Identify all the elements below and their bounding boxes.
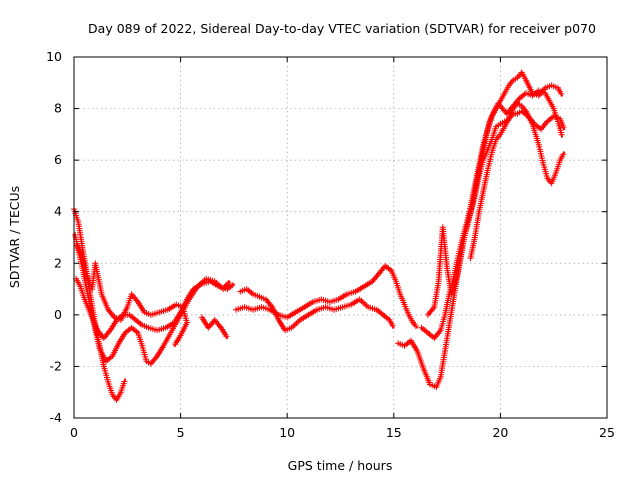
y-tick-label: 0: [54, 307, 62, 322]
x-tick-label: 10: [279, 425, 295, 440]
x-tick-label: 20: [492, 425, 508, 440]
plus-markers: [424, 87, 565, 318]
series-track-3: [73, 275, 236, 342]
y-tick-label: 4: [54, 204, 62, 219]
plus-markers: [198, 314, 230, 340]
series-track-6: [237, 286, 396, 334]
y-tick-label: -2: [50, 358, 62, 373]
x-tick-label: 5: [177, 425, 185, 440]
plus-markers: [395, 100, 567, 391]
series-track-8: [395, 100, 567, 391]
series-track-4: [74, 242, 190, 348]
y-axis-label: SDTVAR / TECUs: [7, 186, 22, 288]
series-track-2: [72, 231, 232, 367]
series-track-1: [71, 206, 128, 403]
data-series: [71, 69, 567, 403]
plus-markers: [233, 262, 419, 329]
y-tick-label: 6: [54, 152, 62, 167]
series-track-9: [418, 69, 565, 342]
series-track-5: [198, 314, 230, 340]
plot-frame: [73, 56, 608, 419]
y-tick-label: -4: [50, 410, 63, 425]
x-tick-label: 25: [599, 425, 615, 440]
y-tick-label: 10: [46, 49, 62, 64]
series-band: [73, 208, 126, 401]
series-track-11: [467, 108, 567, 262]
y-tick-label: 8: [54, 101, 62, 116]
plus-markers: [71, 206, 128, 403]
plus-markers: [73, 275, 236, 342]
plus-markers: [72, 231, 232, 367]
plus-markers: [467, 108, 567, 262]
x-tick-label: 15: [386, 425, 402, 440]
y-tick-label: 2: [54, 255, 62, 270]
plus-markers: [74, 242, 190, 348]
plus-markers: [237, 286, 396, 334]
series-track-7: [233, 262, 419, 329]
chart-title: Day 089 of 2022, Sidereal Day-to-day VTE…: [88, 21, 596, 36]
plus-markers: [418, 69, 565, 342]
x-axis-label: GPS time / hours: [288, 458, 393, 473]
grid: [74, 57, 607, 418]
x-tick-label: 0: [70, 425, 78, 440]
axis-ticks: 0 5 10 15 20 25 -4 -2 0 2 4 6 8 10: [46, 49, 615, 440]
series-track-10: [424, 87, 565, 318]
